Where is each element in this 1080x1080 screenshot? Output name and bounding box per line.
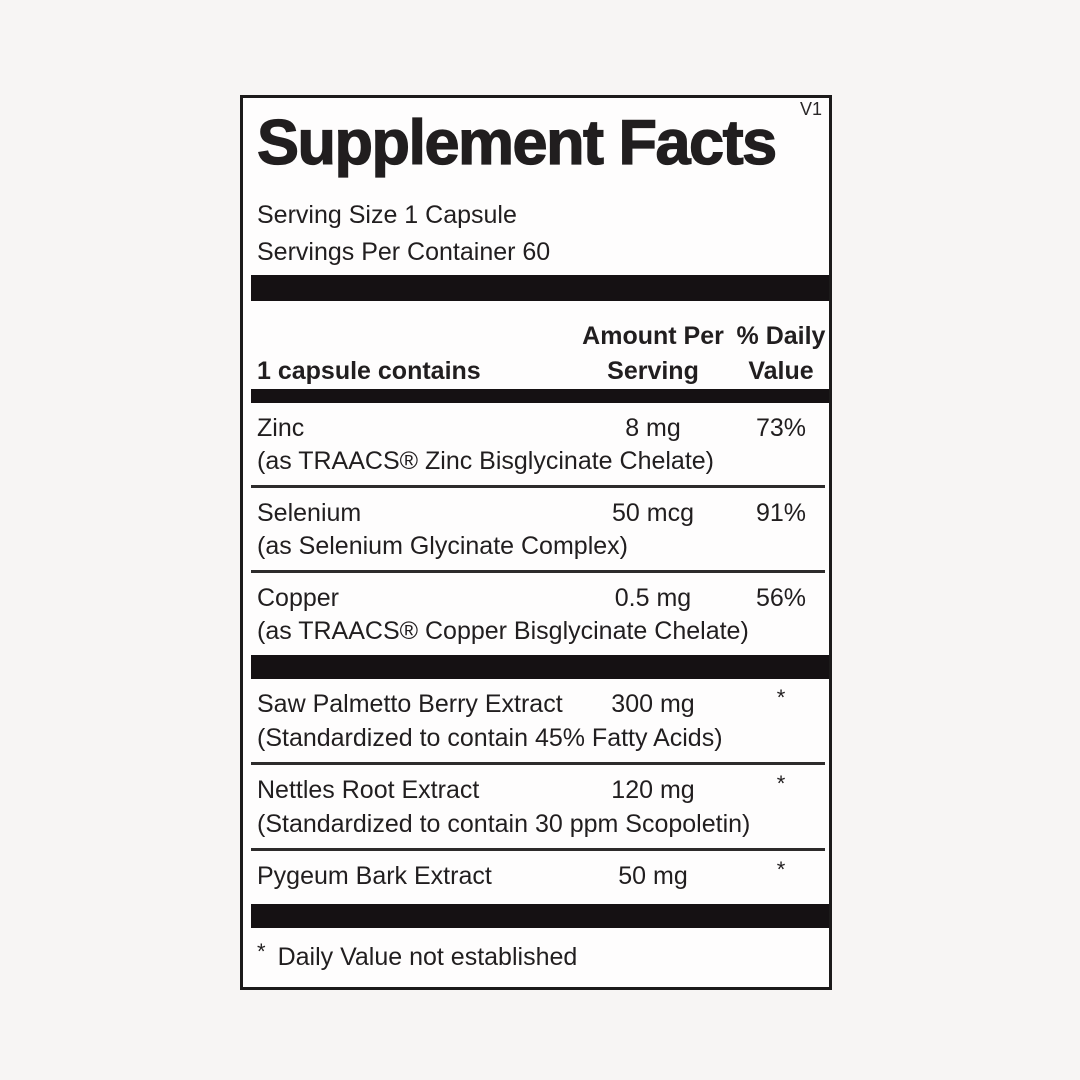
ingredient-detail: (as TRAACS® Copper Bisglycinate Chelate) xyxy=(257,617,749,645)
ingredient-name: Saw Palmetto Berry Extract xyxy=(257,690,563,718)
ingredient-daily-value: 91% xyxy=(755,499,807,527)
asterisk-daily-value: * xyxy=(776,857,786,882)
supplement-facts-panel: V1 Supplement Facts Serving Size 1 Capsu… xyxy=(240,95,832,990)
ingredient-row-selenium: Selenium 50 mcg 91% (as Selenium Glycina… xyxy=(243,488,829,570)
ingredient-detail: (Standardized to contain 30 ppm Scopolet… xyxy=(257,810,751,838)
footnote-text: Daily Value not established xyxy=(277,943,578,971)
asterisk-daily-value: * xyxy=(776,685,786,710)
row-separator xyxy=(251,570,825,573)
ingredient-amount: 50 mg xyxy=(618,862,688,890)
ingredient-detail: (as Selenium Glycinate Complex) xyxy=(257,532,628,560)
section-bar-header xyxy=(251,389,829,403)
asterisk-daily-value: * xyxy=(776,771,786,796)
ingredient-daily-value: 73% xyxy=(755,414,807,442)
serving-info: Serving Size 1 Capsule Servings Per Cont… xyxy=(257,197,815,271)
ingredient-name: Copper xyxy=(257,584,339,612)
ingredient-row-nettles: Nettles Root Extract 120 mg * (Standardi… xyxy=(243,765,829,848)
version-label: V1 xyxy=(799,99,822,119)
row-separator xyxy=(251,848,825,851)
ingredient-amount: 300 mg xyxy=(611,690,695,718)
header-percent-daily: % Daily xyxy=(736,322,826,350)
ingredient-row-pygeum: Pygeum Bark Extract 50 mg * xyxy=(243,851,829,904)
ingredient-amount: 8 mg xyxy=(625,414,681,442)
ingredient-amount: 120 mg xyxy=(611,776,695,804)
servings-per-container: Servings Per Container 60 xyxy=(257,238,551,266)
ingredient-name: Nettles Root Extract xyxy=(257,776,480,804)
ingredient-amount: 50 mcg xyxy=(612,499,694,527)
footnote-asterisk: * xyxy=(257,939,266,964)
ingredient-detail: (as TRAACS® Zinc Bisglycinate Chelate) xyxy=(257,447,715,475)
ingredient-detail: (Standardized to contain 45% Fatty Acids… xyxy=(257,724,723,752)
ingredient-name: Pygeum Bark Extract xyxy=(257,862,492,890)
ingredient-row-zinc: Zinc 8 mg 73% (as TRAACS® Zinc Bisglycin… xyxy=(243,403,829,485)
section-bar-bottom xyxy=(251,904,829,928)
ingredient-amount: 0.5 mg xyxy=(614,584,692,612)
header-amount-per: Amount Per xyxy=(582,322,724,350)
row-separator xyxy=(251,762,825,765)
daily-value-footnote: * Daily Value not established xyxy=(243,928,829,971)
header-value: Value xyxy=(748,357,814,385)
table-header: 1 capsule contains Amount Per Serving % … xyxy=(243,301,829,389)
row-separator xyxy=(251,485,825,488)
ingredient-row-copper: Copper 0.5 mg 56% (as TRAACS® Copper Bis… xyxy=(243,573,829,655)
ingredient-row-saw-palmetto: Saw Palmetto Berry Extract 300 mg * (Sta… xyxy=(243,679,829,762)
header-serving: Serving xyxy=(607,357,699,385)
header-capsule-contains: 1 capsule contains xyxy=(257,357,481,385)
panel-title: Supplement Facts xyxy=(256,108,777,178)
ingredient-name: Selenium xyxy=(257,499,362,527)
section-bar-top xyxy=(251,275,829,301)
serving-size: Serving Size 1 Capsule xyxy=(257,201,517,229)
ingredient-daily-value: 56% xyxy=(755,584,807,612)
section-bar-middle xyxy=(251,655,829,679)
ingredient-name: Zinc xyxy=(257,414,305,442)
